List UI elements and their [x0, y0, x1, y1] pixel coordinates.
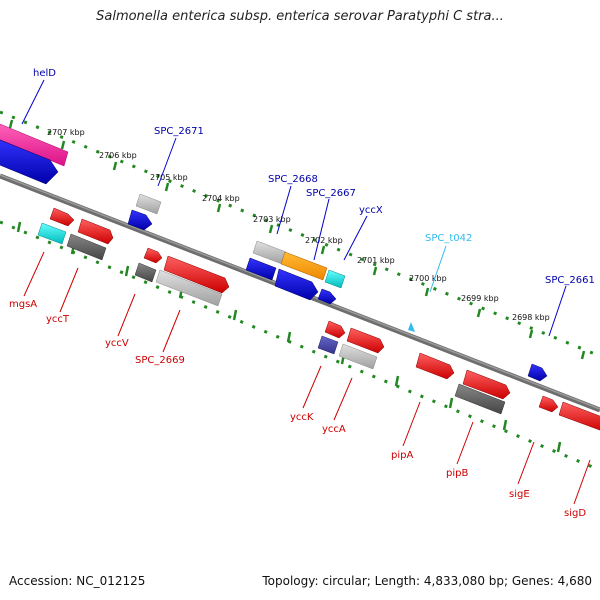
label-mgsA: mgsA	[9, 299, 37, 310]
gene-red-pipB[interactable]	[462, 369, 511, 400]
label-yccX: yccX	[359, 205, 383, 216]
kbp-label-2702: 2702 kbp	[305, 236, 343, 245]
gene-red-yccA[interactable]	[346, 327, 385, 354]
label-SPC_2669: SPC_2669	[135, 355, 185, 366]
label-helD: helD	[33, 68, 56, 79]
label-SPC_2661: SPC_2661	[545, 275, 595, 286]
gene-pipA[interactable]	[415, 352, 455, 380]
gene-SPC_2668[interactable]	[280, 251, 328, 281]
label-SPC_2671: SPC_2671	[154, 126, 204, 137]
label-sigE: sigE	[509, 489, 530, 500]
label-yccV: yccV	[105, 338, 129, 349]
gene-sigD[interactable]	[558, 401, 600, 432]
label-pipB: pipB	[446, 468, 468, 479]
gene-SPC_2669[interactable]	[155, 269, 223, 307]
kbp-label-2705: 2705 kbp	[150, 173, 188, 182]
label-yccK: yccK	[290, 412, 314, 423]
label-SPC_2668: SPC_2668	[268, 174, 318, 185]
accession-text: Accession: NC_012125	[9, 574, 146, 588]
kbp-label-2699: 2699 kbp	[461, 294, 499, 303]
label-yccA: yccA	[322, 424, 346, 435]
gene-mgsA[interactable]	[37, 222, 67, 245]
gene-SPC_2671[interactable]	[127, 209, 153, 231]
genome-summary-text: Topology: circular; Length: 4,833,080 bp…	[262, 574, 592, 588]
gene-yccK[interactable]	[317, 335, 339, 355]
gene-pipB[interactable]	[454, 383, 506, 415]
gene-gray-2671[interactable]	[135, 193, 162, 215]
gene-helD[interactable]	[0, 122, 69, 167]
kbp-label-2704: 2704 kbp	[202, 194, 240, 203]
label-SPC_t042: SPC_t042	[425, 233, 472, 244]
gene-yccX[interactable]	[324, 269, 346, 289]
gene-SPC_2667[interactable]	[274, 268, 319, 301]
label-pipA: pipA	[391, 450, 413, 461]
kbp-label-2701: 2701 kbp	[357, 256, 395, 265]
map-title: Salmonella enterica subsp. enterica sero…	[96, 9, 504, 24]
gene-red-2669[interactable]	[163, 255, 230, 294]
label-yccT: yccT	[46, 314, 70, 325]
gene-blue-2668[interactable]	[245, 257, 277, 281]
kbp-label-2700: 2700 kbp	[409, 274, 447, 283]
gene-yccT[interactable]	[66, 233, 107, 261]
gene-SPC_2661[interactable]	[527, 363, 548, 382]
label-SPC_2667: SPC_2667	[306, 188, 356, 199]
gene-yccA[interactable]	[338, 343, 378, 370]
kbp-label-2706: 2706 kbp	[99, 151, 137, 160]
kbp-label-2707: 2707 kbp	[47, 128, 85, 137]
kbp-label-2703: 2703 kbp	[253, 215, 291, 224]
gene-red-yccK[interactable]	[324, 320, 346, 339]
gene-blue-1[interactable]	[0, 138, 59, 185]
gene-sigE[interactable]	[538, 395, 559, 413]
gene-red-mgsA[interactable]	[49, 207, 75, 227]
label-sigD: sigD	[564, 508, 586, 519]
gene-red-yccV[interactable]	[143, 247, 163, 264]
gene-blue-small[interactable]	[317, 288, 337, 305]
gene-SPC_t042[interactable]	[408, 322, 415, 332]
kbp-label-2698: 2698 kbp	[512, 313, 550, 322]
gene-gray-2668[interactable]	[252, 240, 287, 265]
gene-red-yccT[interactable]	[77, 218, 114, 245]
gene-yccV[interactable]	[134, 262, 157, 283]
